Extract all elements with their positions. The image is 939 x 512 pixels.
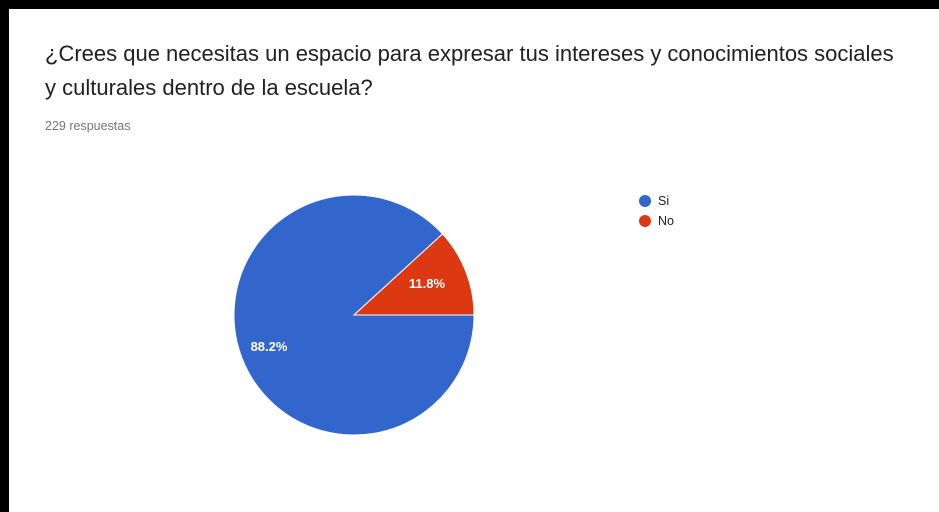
pie-label-no: 11.8% [409,276,446,291]
pie-slice-si[interactable] [233,194,475,436]
legend-swatch-si [639,195,651,207]
chart-card: ¿Crees que necesitas un espacio para exp… [9,9,939,512]
pie-chart: 88.2% 11.8% [233,194,475,436]
legend-label-no: No [658,214,674,228]
legend: Si No [639,191,674,231]
legend-item-si[interactable]: Si [639,191,674,211]
pie-slice-no[interactable] [352,233,475,316]
question-title: ¿Crees que necesitas un espacio para exp… [45,41,894,100]
legend-label-si: Si [658,194,670,208]
legend-item-no[interactable]: No [639,211,674,231]
legend-swatch-no [639,215,651,227]
pie-label-si: 88.2% [251,339,288,354]
response-count: 229 respuestas [45,119,131,133]
